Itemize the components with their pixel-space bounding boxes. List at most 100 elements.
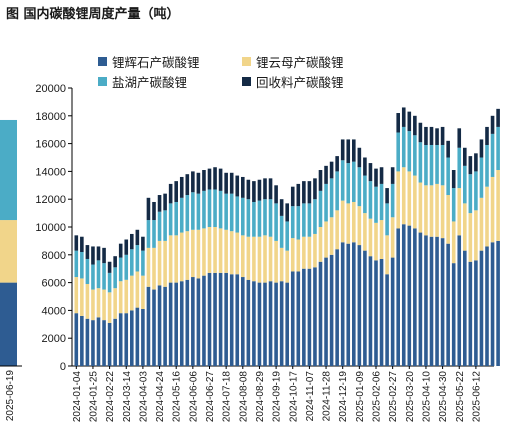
bar-spodumene <box>135 307 140 366</box>
bar-recycling <box>474 153 478 172</box>
legend-item-brine: 盐湖产碳酸锂 <box>98 72 187 91</box>
bar-spodumene <box>141 309 145 366</box>
y-tick-label: 16000 <box>35 139 66 151</box>
bar-brine <box>279 215 284 248</box>
bar-lepidolite <box>179 232 184 282</box>
x-tick-label: 2025-01-09 <box>355 371 366 423</box>
bar-lepidolite <box>207 227 212 273</box>
bar-lepidolite <box>135 271 140 308</box>
bar-lepidolite <box>329 217 334 255</box>
bar-brine <box>290 206 295 239</box>
y-tick-label: 8000 <box>42 250 66 262</box>
bar-spodumene <box>113 318 117 366</box>
bar-lepidolite <box>346 203 351 244</box>
bar-recycling <box>91 246 95 265</box>
y-tick-label: 6000 <box>42 278 66 290</box>
bar-brine <box>141 250 145 276</box>
x-tick-label: 2024-03-14 <box>122 371 133 423</box>
x-tick-label: 2024-08-08 <box>238 371 249 423</box>
bar-spodumene <box>407 225 412 366</box>
bar-brine <box>191 192 195 230</box>
bar-lepidolite <box>191 229 195 278</box>
legend-item-recycling: 回收料产碳酸锂 <box>242 72 344 91</box>
bar-brine <box>179 197 184 233</box>
x-tick-label: 2025-04-10 <box>421 371 432 423</box>
bar-recycling <box>102 247 106 264</box>
x-tick-label: 2025-06-12 <box>471 371 482 423</box>
bar-lepidolite <box>290 238 295 272</box>
bar-lepidolite <box>229 231 234 275</box>
bar-spodumene <box>296 271 301 366</box>
bar-brine <box>152 220 156 248</box>
legend-item-spodumene: 锂辉石产碳酸锂 <box>98 52 200 71</box>
bar-lepidolite <box>485 186 489 247</box>
bar-recycling <box>346 139 351 164</box>
bar-lepidolite <box>379 220 384 259</box>
x-tick-label: 2024-04-03 <box>138 371 149 423</box>
x-tick-label: 2024-01-04 <box>72 371 83 423</box>
bar-spodumene <box>490 242 495 366</box>
bar-spodumene <box>352 242 356 366</box>
bar-lepidolite <box>335 210 339 250</box>
bar-spodumene <box>229 274 234 366</box>
bar-spodumene <box>385 274 389 366</box>
bar-lepidolite <box>202 228 206 276</box>
bar-lepidolite <box>446 195 450 244</box>
bar-recycling <box>279 199 284 216</box>
bar-brine <box>468 174 473 214</box>
bar-lepidolite <box>318 227 323 262</box>
bar-brine <box>296 206 301 240</box>
legend-label-recycling: 回收料产碳酸锂 <box>256 75 344 90</box>
bar-brine <box>118 257 123 282</box>
bar-spodumene <box>424 235 428 366</box>
bar-brine <box>424 144 428 186</box>
bar-spodumene <box>179 281 184 366</box>
bar-recycling <box>118 243 123 258</box>
bar-recycling <box>152 201 156 221</box>
bar-lepidolite <box>407 171 412 226</box>
x-tick-label: 2024-04-24 <box>155 371 166 423</box>
bar-recycling <box>241 176 245 198</box>
bar-recycling <box>468 156 473 175</box>
bar-lepidolite <box>274 240 278 283</box>
bar-lepidolite <box>224 229 228 273</box>
bar-recycling <box>274 185 278 204</box>
bar-spodumene <box>396 228 400 366</box>
bar-spodumene <box>274 282 278 366</box>
bar-spodumene <box>168 282 173 366</box>
bar-recycling <box>218 168 223 191</box>
bar-spodumene <box>185 279 190 366</box>
bar-spodumene <box>91 320 95 366</box>
bar-spodumene <box>390 257 395 366</box>
bar-brine <box>440 144 445 186</box>
bar-recycling <box>302 181 306 204</box>
x-tick-label: 2024-08-29 <box>255 371 266 423</box>
bar-brine <box>85 258 90 284</box>
bar-spodumene <box>479 250 484 366</box>
bar-lepidolite <box>463 203 467 251</box>
bar-spodumene <box>340 242 345 366</box>
bar-recycling <box>207 168 212 190</box>
bar-lepidolite <box>390 217 395 258</box>
bar-recycling <box>246 179 251 200</box>
bar-recycling <box>96 246 101 261</box>
bar-brine <box>146 220 151 248</box>
bar-lepidolite <box>496 170 500 241</box>
x-tick-label: 2025-03-20 <box>405 371 416 423</box>
bar-recycling <box>457 128 462 148</box>
bar-spodumene <box>307 268 312 366</box>
bar-brine <box>235 196 240 233</box>
bar-lepidolite <box>440 185 445 239</box>
bar-spodumene <box>413 228 417 366</box>
bar-brine <box>274 203 278 241</box>
bar-brine <box>196 193 201 230</box>
bar-spodumene <box>446 243 450 366</box>
bar-spodumene <box>124 313 129 366</box>
bar-recycling <box>368 163 373 182</box>
bar-recycling <box>296 183 301 207</box>
bar-brine <box>479 157 484 198</box>
bar-brine <box>91 264 95 290</box>
clip-bar-brine <box>0 119 17 221</box>
bar-brine <box>202 190 206 229</box>
